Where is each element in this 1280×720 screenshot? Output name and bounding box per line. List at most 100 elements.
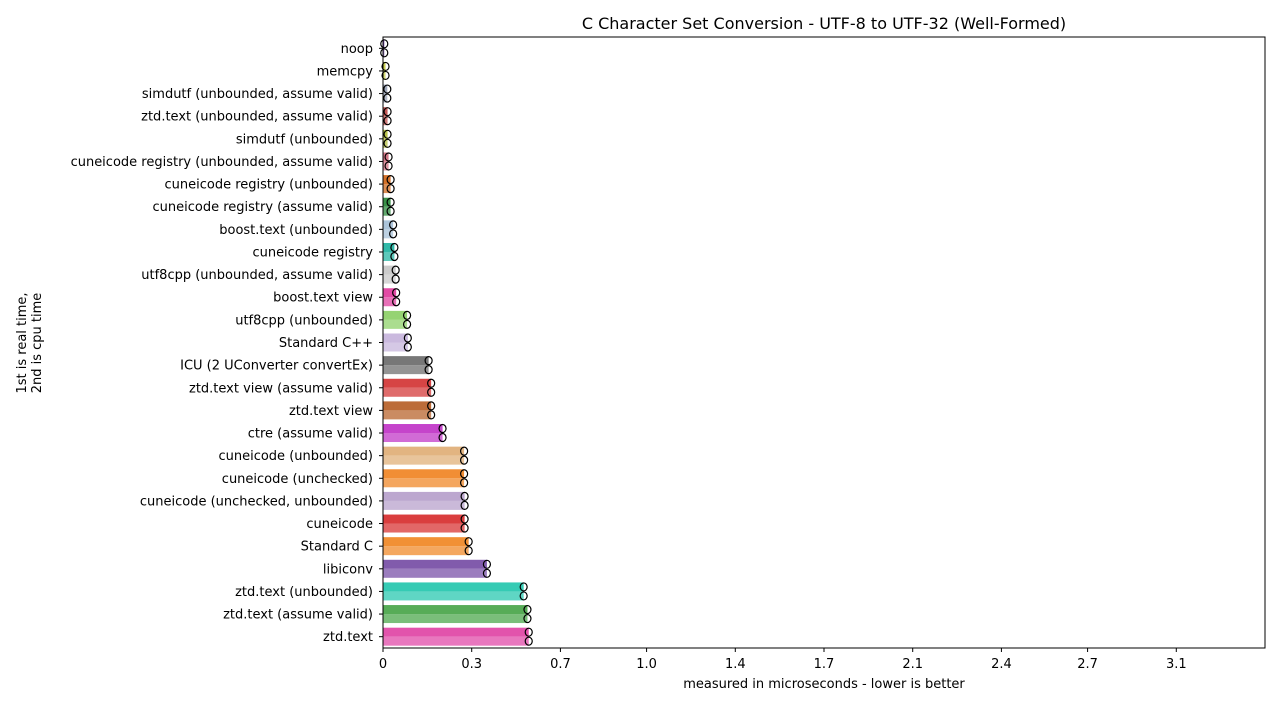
error-marker-cpu — [386, 183, 395, 194]
error-marker-cpu — [424, 365, 433, 375]
y-tick-label: cuneicode registry (unbounded) — [165, 178, 374, 193]
bar-real-time — [383, 129, 388, 139]
bar-real-time — [383, 559, 487, 569]
error-marker-real — [383, 129, 392, 139]
error-marker-real — [381, 61, 390, 72]
x-tick-label: 2.4 — [991, 657, 1012, 672]
error-marker-real — [392, 288, 401, 298]
bar-real-time — [383, 152, 389, 162]
y-tick-label: ICU (2 UConverter convertEx) — [180, 359, 373, 374]
bar-cpu-time — [383, 568, 487, 578]
x-tick-label: 1.0 — [636, 657, 657, 672]
error-marker-real — [438, 423, 447, 434]
error-marker-cpu — [389, 229, 398, 239]
bar-real-time — [383, 265, 396, 275]
y-axis-label-line-2: 2nd is cpu time — [30, 293, 45, 394]
bar-cpu-time — [383, 591, 524, 601]
error-marker-cpu — [392, 297, 401, 307]
error-marker-cpu — [460, 455, 469, 465]
bar-real-time — [383, 84, 388, 94]
bar-cpu-time — [383, 48, 385, 58]
error-marker-real — [427, 401, 436, 411]
y-tick-label: noop — [341, 42, 373, 57]
error-marker-cpu — [381, 70, 390, 81]
x-tick-label: 2.7 — [1077, 657, 1098, 672]
error-marker-real — [424, 356, 433, 366]
x-tick-label: 0.3 — [461, 657, 482, 672]
error-marker-cpu — [482, 568, 492, 578]
bar-cpu-time — [383, 523, 465, 533]
plot-frame — [382, 36, 1266, 649]
bar-cpu-time — [383, 251, 395, 261]
bar-cpu-time — [383, 93, 388, 103]
bar-real-time — [383, 220, 394, 230]
y-tick-label: cuneicode (unchecked, unbounded) — [140, 494, 373, 509]
error-marker-real — [383, 84, 392, 94]
error-marker-real — [380, 39, 389, 49]
y-tick-label: utf8cpp (unbounded) — [235, 313, 373, 328]
error-marker-cpu — [438, 432, 447, 443]
error-marker-real — [482, 559, 492, 569]
bar-cpu-time — [383, 636, 529, 646]
x-tick-label: 0.7 — [550, 657, 571, 672]
bar-real-time — [383, 627, 529, 637]
y-axis-label-line-1: 1st is real time, — [15, 292, 30, 393]
bar-real-time — [383, 242, 395, 252]
bar-cpu-time — [383, 433, 443, 443]
y-tick-label: cuneicode (unchecked) — [222, 472, 373, 487]
error-marker-cpu — [383, 93, 392, 103]
x-tick-label: 0 — [379, 657, 387, 672]
error-marker-cpu — [524, 636, 533, 646]
y-tick-label: ztd.text — [323, 630, 373, 645]
bar-real-time — [383, 537, 469, 547]
x-tick-label: 2.1 — [902, 657, 923, 672]
y-tick-label: simdutf (unbounded, assume valid) — [142, 87, 373, 102]
bar-cpu-time — [383, 297, 397, 307]
bar-cpu-time — [383, 229, 394, 239]
error-marker-cpu — [519, 591, 528, 601]
error-marker-cpu — [427, 387, 436, 397]
bar-cpu-time — [383, 319, 408, 329]
bar-cpu-time — [383, 500, 465, 510]
plot-area: noop memcpy simdutf (unbounded, assume val… — [71, 36, 1266, 672]
bar-real-time — [383, 582, 524, 592]
error-marker-cpu — [383, 138, 392, 148]
bar-real-time — [383, 288, 397, 298]
y-tick-label: libiconv — [323, 562, 373, 577]
y-tick-label: ztd.text view — [289, 404, 373, 419]
bar-cpu-time — [383, 161, 389, 171]
bar-cpu-time — [383, 138, 388, 148]
y-tick-label: boost.text view — [273, 291, 373, 306]
x-tick-label: 3.1 — [1166, 657, 1187, 672]
error-marker-real — [524, 627, 533, 637]
error-marker-real — [460, 446, 469, 456]
error-marker-cpu — [460, 478, 469, 488]
error-marker-real — [464, 537, 473, 547]
y-tick-label: simdutf (unbounded) — [236, 132, 373, 147]
error-marker-real — [427, 378, 436, 388]
error-marker-real — [460, 514, 469, 524]
bar-real-time — [383, 514, 465, 524]
y-axis-label: 1st is real time, 2nd is cpu time — [15, 292, 45, 393]
error-marker-cpu — [384, 161, 393, 171]
bar-real-time — [383, 446, 465, 456]
error-marker-cpu — [427, 410, 436, 420]
error-marker-real — [460, 491, 469, 502]
error-marker-cpu — [383, 116, 392, 126]
bar-cpu-time — [383, 387, 432, 397]
bar-cpu-time — [383, 455, 465, 465]
error-marker-real — [383, 107, 392, 117]
error-marker-cpu — [403, 342, 412, 352]
error-marker-cpu — [460, 500, 469, 511]
y-tick-label: Standard C++ — [279, 336, 373, 351]
bar-real-time — [383, 310, 408, 320]
error-marker-cpu — [391, 274, 400, 284]
bar-real-time — [383, 424, 443, 434]
bar-real-time — [383, 333, 408, 343]
bar-cpu-time — [383, 274, 396, 284]
bar-real-time — [383, 469, 465, 479]
error-marker-real — [384, 152, 393, 162]
error-marker-cpu — [464, 546, 473, 556]
y-tick-label: cuneicode registry (unbounded, assume va… — [71, 155, 373, 170]
error-marker-cpu — [390, 251, 399, 262]
